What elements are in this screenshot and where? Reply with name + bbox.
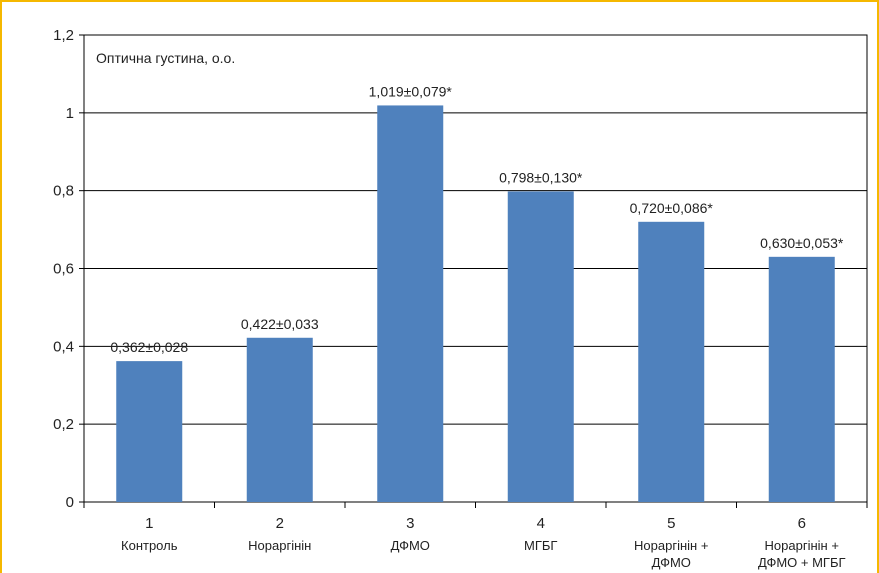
y-tick-label: 0,6 bbox=[53, 261, 74, 278]
x-tick-label: 2 bbox=[276, 515, 284, 532]
data-label: 0,422±0,033 bbox=[241, 316, 319, 332]
data-label: 0,720±0,086* bbox=[630, 200, 714, 216]
data-label: 0,630±0,053* bbox=[760, 235, 844, 251]
bar bbox=[246, 337, 313, 502]
bar bbox=[507, 191, 574, 502]
category-name: Нораргінін + bbox=[765, 538, 839, 553]
x-tick-label: 5 bbox=[667, 515, 675, 532]
category-name: МГБГ bbox=[524, 538, 557, 553]
data-label: 1,019±0,079* bbox=[369, 83, 453, 99]
category-name: ДФМО bbox=[652, 555, 691, 570]
data-label: 0,362±0,028 bbox=[110, 339, 188, 355]
bar bbox=[116, 361, 183, 502]
x-tick-label: 1 bbox=[145, 515, 153, 532]
y-tick-label: 0,2 bbox=[53, 416, 74, 433]
y-tick-label: 0,8 bbox=[53, 183, 74, 200]
y-tick-label: 0 bbox=[66, 494, 74, 511]
y-tick-label: 1 bbox=[66, 105, 74, 122]
category-name: Контроль bbox=[121, 538, 178, 553]
category-name: ДФМО bbox=[391, 538, 430, 553]
category-name: Нораргінін bbox=[248, 538, 311, 553]
x-tick-label: 4 bbox=[537, 515, 545, 532]
x-tick-label: 6 bbox=[798, 515, 806, 532]
bar bbox=[638, 221, 705, 503]
y-tick-label: 1,2 bbox=[53, 27, 74, 44]
y-tick-label: 0,4 bbox=[53, 338, 74, 355]
category-name: Нораргінін + bbox=[634, 538, 708, 553]
category-name: ДФМО + МГБГ bbox=[758, 555, 846, 570]
x-tick-label: 3 bbox=[406, 515, 414, 532]
bar bbox=[377, 105, 444, 503]
bar bbox=[768, 256, 835, 502]
chart-title: Оптична густина, о.о. bbox=[96, 50, 235, 66]
data-label: 0,798±0,130* bbox=[499, 169, 583, 185]
